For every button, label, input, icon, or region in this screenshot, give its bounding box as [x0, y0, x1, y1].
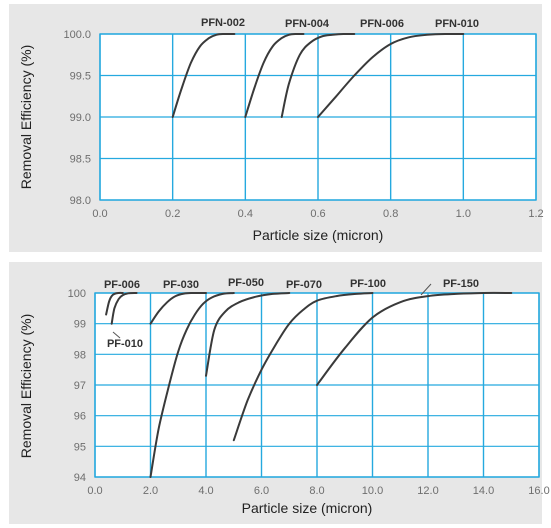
- x-tick-label: 16.0: [528, 485, 549, 497]
- series-label-pfn-002: PFN-002: [201, 17, 245, 29]
- y-tick-label: 98.5: [70, 154, 91, 166]
- y-tick-label: 95: [74, 441, 86, 453]
- y-tick-label: 100: [68, 288, 86, 300]
- series-label-pfn-006: PFN-006: [360, 18, 404, 30]
- plot-border: [94, 292, 540, 478]
- x-tick-label: 10.0: [362, 485, 383, 497]
- series-line-pfn-004: [244, 32, 305, 118]
- x-tick-label: 4.0: [198, 485, 213, 497]
- x-axis-title: Particle size (micron): [242, 500, 373, 516]
- x-tick-label: 1.0: [456, 208, 471, 220]
- series-line-pfn-002: [171, 32, 236, 118]
- series-line-pf-070: [205, 292, 291, 377]
- x-tick-label: 2.0: [143, 485, 158, 497]
- x-tick-label: 0.0: [87, 485, 102, 497]
- y-tick-label: 94: [74, 472, 86, 484]
- series-line-pf-010: [110, 292, 138, 325]
- y-axis-title: Removal Efficiency (%): [18, 45, 34, 189]
- y-tick-label: 100.0: [63, 29, 91, 41]
- y-tick-label: 97: [74, 380, 86, 392]
- y-tick-label: 98.0: [70, 195, 91, 207]
- x-tick-label: 14.0: [473, 485, 494, 497]
- x-axis-title: Particle size (micron): [253, 227, 384, 243]
- y-axis-title: Removal Efficiency (%): [18, 314, 34, 458]
- series-label-pf-100: PF-100: [350, 278, 386, 290]
- y-tick-label: 96: [74, 411, 86, 423]
- x-tick-label: 1.2: [528, 208, 543, 220]
- leader-line: [112, 331, 121, 339]
- series-line-pf-006: [105, 291, 124, 316]
- x-tick-label: 0.8: [383, 208, 398, 220]
- series-label-pfn-004: PFN-004: [285, 18, 330, 30]
- series-label-pf-050: PF-050: [228, 277, 264, 289]
- series-label-pf-030: PF-030: [163, 279, 199, 291]
- x-tick-label: 0.4: [238, 208, 253, 220]
- chart-bottom-svg: 94 95 96 97 98 99 100 0.0 2.0 4.0 6.0 8.0 10.0 12.0 14…: [18, 277, 550, 516]
- series-label-pf-010: PF-010: [107, 338, 143, 350]
- series-label-pf-150: PF-150: [443, 278, 479, 290]
- series-label-pf-070: PF-070: [286, 279, 322, 291]
- series-line-pfn-010: [317, 32, 465, 118]
- x-tick-label: 8.0: [309, 485, 324, 497]
- leader-line: [420, 283, 432, 296]
- y-tick-label: 98: [74, 349, 86, 361]
- x-tick-label: 0.0: [92, 208, 107, 220]
- x-tick-label: 12.0: [417, 485, 438, 497]
- series-line-pf-100: [232, 292, 374, 442]
- x-tick-label: 6.0: [254, 485, 269, 497]
- plot-border: [99, 33, 537, 201]
- series-label-pf-006: PF-006: [104, 279, 140, 291]
- y-tick-label: 99.0: [70, 112, 91, 124]
- chart-panel-top: 98.0 98.5 99.0 99.5 100.0 0.0 0.2 0.4 0.6 0.8 1.0 1…: [9, 4, 544, 252]
- series-line-pf-150: [316, 291, 513, 386]
- y-tick-label: 99: [74, 319, 86, 331]
- series-line-pfn-006: [280, 32, 356, 118]
- chart-panel-bottom: 94 95 96 97 98 99 100 0.0 2.0 4.0 6.0 8.0 10.0 12.0 14…: [9, 262, 550, 524]
- y-tick-label: 99.5: [70, 71, 91, 83]
- series-line-pf-030: [149, 291, 207, 325]
- x-tick-label: 0.2: [165, 208, 180, 220]
- series-label-pfn-010: PFN-010: [435, 18, 479, 30]
- x-tick-label: 0.6: [310, 208, 325, 220]
- series-line-pf-050: [149, 292, 235, 478]
- chart-top-svg: 98.0 98.5 99.0 99.5 100.0 0.0 0.2 0.4 0.6 0.8 1.0 1…: [18, 17, 544, 243]
